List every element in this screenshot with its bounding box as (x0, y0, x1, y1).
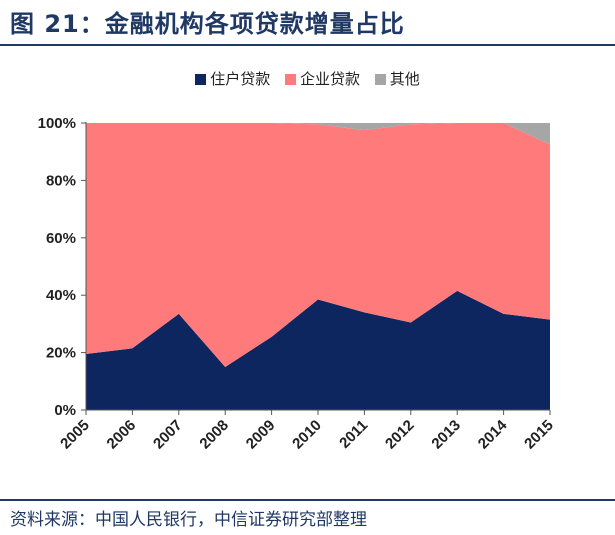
y-tick-labels: 0% 20% 40% 60% 80% 100% (38, 115, 76, 419)
area-household-loans (86, 290, 550, 410)
x-tick-label: 2008 (196, 417, 232, 453)
y-tick-label: 80% (46, 172, 76, 189)
legend-item-household: 住户贷款 (195, 68, 270, 89)
axes (81, 122, 551, 415)
x-tick-label: 2011 (336, 417, 371, 452)
legend-label-corporate: 企业贷款 (299, 70, 360, 88)
chart-legend: 住户贷款 企业贷款 其他 (0, 68, 615, 89)
figure-title: 图 21：金融机构各项贷款增量占比 (10, 10, 405, 38)
area-corporate-loans (86, 123, 550, 367)
x-tick-label: 2005 (57, 417, 93, 453)
legend-swatch-household (195, 74, 207, 85)
legend-swatch-other (374, 74, 386, 85)
x-tick-label: 2014 (475, 416, 511, 452)
y-tick-label: 40% (46, 287, 76, 304)
x-tick-labels: 2005 2006 2007 2008 2009 2010 2011 2012 2013 2014… (57, 416, 557, 452)
y-tick-label: 20% (46, 345, 76, 362)
y-tick-label: 100% (38, 115, 76, 132)
y-tick-label: 0% (54, 402, 76, 419)
y-tick-label: 60% (46, 230, 76, 247)
x-tick-label: 2013 (428, 417, 464, 453)
x-tick-label: 2012 (382, 417, 418, 453)
legend-swatch-corporate (284, 74, 296, 85)
area-layers (86, 123, 550, 410)
x-tick-label: 2015 (521, 417, 557, 453)
source-note: 资料来源：中国人民银行，中信证券研究部整理 (10, 510, 367, 530)
x-tick-label: 2006 (104, 417, 140, 453)
legend-label-household: 住户贷款 (210, 70, 271, 88)
x-tick-label: 2007 (150, 417, 186, 453)
footer-rule (0, 499, 615, 501)
x-tick-label: 2010 (289, 417, 325, 453)
legend-item-other: 其他 (374, 68, 420, 89)
header-rule (0, 44, 615, 46)
legend-item-corporate: 企业贷款 (284, 68, 360, 89)
legend-label-other: 其他 (389, 70, 420, 88)
x-tick-label: 2009 (243, 417, 279, 453)
